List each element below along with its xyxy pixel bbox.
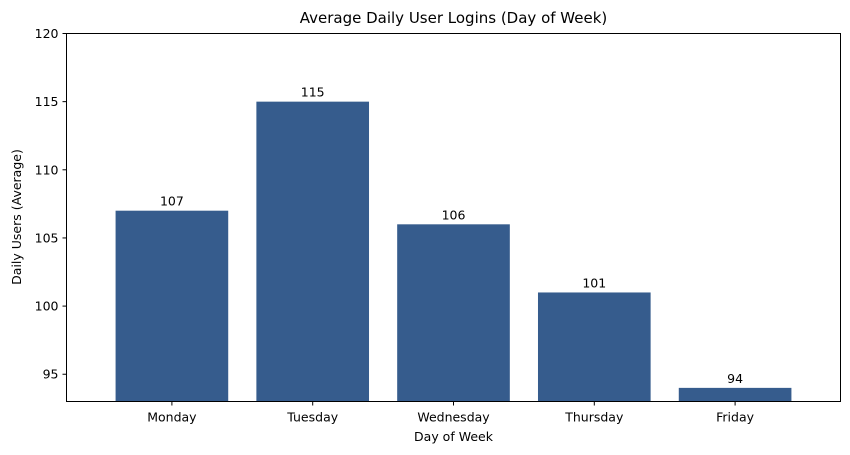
data-label-wednesday: 106 [442,207,466,222]
y-tick-label-110: 110 [35,162,59,177]
y-tick-label-95: 95 [43,367,59,382]
bar-monday [115,210,229,402]
x-tick-label-wednesday: Wednesday [417,410,490,425]
data-labels-group: 107 115 106 101 94 [160,85,743,386]
data-label-friday: 94 [727,371,743,386]
x-tick-label-monday: Monday [147,410,197,425]
x-axis-ticks: Monday Tuesday Wednesday Thursday Friday [147,401,755,425]
x-tick-label-tuesday: Tuesday [286,410,338,425]
y-tick-label-100: 100 [35,299,59,314]
plot-frame [66,33,841,402]
data-label-tuesday: 115 [301,85,325,100]
y-axis-ticks: 95 100 105 110 115 120 [35,26,67,382]
data-label-thursday: 101 [582,275,606,290]
bar-thursday [537,292,651,402]
x-axis-label: Day of Week [414,429,494,444]
bar-wednesday [397,224,510,402]
bars-group [115,101,792,402]
x-tick-label-friday: Friday [716,410,754,425]
chart-title: Average Daily User Logins (Day of Week) [300,9,608,27]
x-tick-label-thursday: Thursday [564,410,624,425]
y-tick-label-115: 115 [35,94,59,109]
bar-friday [678,387,792,402]
y-tick-label-120: 120 [35,26,59,41]
data-label-monday: 107 [160,194,184,209]
bar-tuesday [256,101,370,402]
y-tick-label-105: 105 [35,230,59,245]
y-axis-label: Daily Users (Average) [9,149,24,285]
